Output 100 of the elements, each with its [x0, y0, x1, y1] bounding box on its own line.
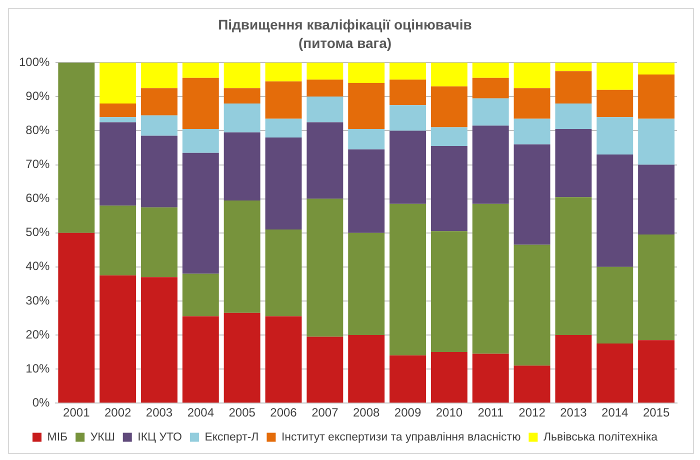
legend-label: МІБ: [47, 431, 68, 444]
bar: [555, 335, 592, 403]
bar: [472, 98, 509, 126]
bar: [638, 74, 675, 119]
x-tick-label: 2009: [394, 406, 422, 420]
bar: [555, 129, 592, 198]
bar: [472, 354, 509, 403]
bar: [141, 115, 178, 136]
y-tick-label: 60%: [26, 191, 50, 206]
bar: [638, 340, 675, 403]
bar: [141, 88, 178, 116]
x-tick-label: 2011: [478, 406, 504, 420]
bar: [348, 83, 385, 129]
bar: [224, 62, 260, 88]
bar: [182, 129, 219, 153]
y-tick-label: 10%: [26, 361, 50, 376]
bar: [555, 197, 592, 335]
bar: [430, 352, 468, 403]
bar: [430, 86, 468, 128]
bar: [348, 62, 385, 84]
x-tick-label: 2006: [270, 406, 298, 420]
bar: [390, 204, 426, 356]
bar: [306, 62, 344, 80]
bar: [430, 231, 468, 352]
bar: [224, 103, 260, 132]
bar: [555, 62, 592, 72]
bar: [182, 274, 219, 316]
bar: [596, 62, 634, 90]
bar: [596, 266, 634, 344]
x-tick-label: 2013: [560, 406, 588, 420]
bar: [430, 127, 468, 146]
bar: [100, 117, 136, 122]
bar: [265, 316, 302, 403]
y-tick-label: 80%: [26, 123, 50, 138]
bar: [472, 126, 509, 204]
bar: [100, 103, 136, 118]
bar: [348, 129, 385, 150]
bar: [596, 117, 634, 155]
y-tick-label: 70%: [26, 157, 50, 172]
bar: [514, 366, 550, 403]
bar: [638, 118, 675, 165]
bar: [224, 312, 260, 403]
x-tick-label: 2010: [436, 406, 463, 420]
y-tick-label: 50%: [26, 225, 50, 240]
x-tick-label: 2004: [187, 406, 214, 420]
y-tick-label: 40%: [26, 259, 50, 274]
bar: [348, 149, 385, 233]
bar: [306, 122, 344, 199]
bar: [182, 78, 219, 129]
x-tick-label: 2012: [518, 406, 546, 420]
bar: [100, 122, 136, 206]
bar: [638, 234, 675, 340]
bar: [390, 130, 426, 204]
bar: [514, 144, 550, 245]
x-tick-label: 2014: [602, 406, 629, 420]
bar: [141, 277, 178, 403]
bar: [265, 138, 302, 230]
chart-title: Підвищення кваліфікації оцінювачів: [218, 16, 472, 32]
bar: [306, 96, 344, 122]
legend-label: ІКЦ УТО: [138, 431, 182, 444]
bar: [514, 118, 550, 144]
bar: [348, 232, 385, 335]
bar: [224, 88, 260, 104]
bar: [141, 62, 178, 88]
bar: [596, 90, 634, 118]
bar: [555, 103, 592, 129]
y-tick-label: 20%: [26, 327, 50, 342]
bar: [514, 88, 550, 119]
x-tick-label: 2015: [642, 406, 670, 420]
legend-label: Львівська політехніка: [543, 431, 658, 444]
bar: [265, 118, 302, 138]
bar: [514, 244, 550, 366]
bar: [141, 207, 178, 278]
bar: [430, 146, 468, 232]
bar: [265, 62, 302, 82]
bar: [472, 204, 509, 354]
bar: [638, 62, 675, 75]
bar: [100, 206, 136, 276]
bar: [224, 132, 260, 201]
bar: [224, 200, 260, 313]
bar: [182, 62, 219, 78]
bar: [555, 71, 592, 104]
legend-label: Інститут експертизи та управління власністю: [281, 431, 522, 444]
bar: [141, 136, 178, 208]
bar: [265, 229, 302, 316]
bar: [390, 80, 426, 106]
bar: [58, 62, 95, 233]
x-tick-label: 2005: [228, 406, 256, 420]
bar: [596, 154, 634, 267]
bar: [265, 81, 302, 119]
y-tick-label: 0%: [32, 395, 50, 410]
x-tick-label: 2007: [312, 406, 339, 420]
bar: [596, 344, 634, 403]
bar: [58, 232, 95, 403]
bar: [430, 62, 468, 86]
bar: [472, 62, 509, 78]
legend-label: УКШ: [90, 431, 115, 444]
x-tick-label: 2002: [104, 406, 132, 420]
bar: [100, 275, 136, 403]
x-tick-label: 2008: [352, 406, 380, 420]
